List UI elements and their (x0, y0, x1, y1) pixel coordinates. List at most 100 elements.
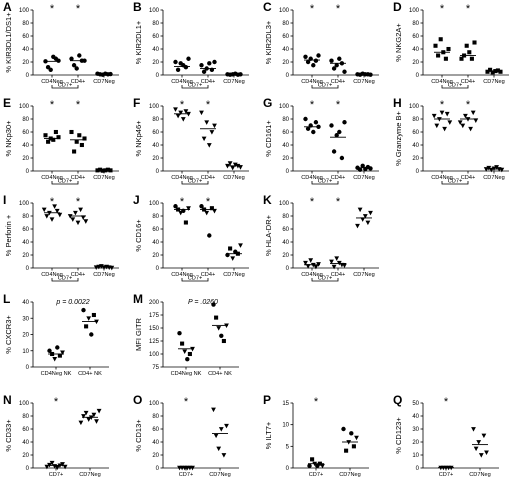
x-tick-label: CD7Neg (483, 79, 504, 85)
x-tick-label: CD4Neg (171, 79, 192, 85)
group-bracket (51, 278, 79, 282)
y-tick-label: 60 (282, 130, 289, 136)
x-tick-label: CD4Neg NK (41, 371, 72, 377)
data-point (216, 326, 222, 331)
data-point (368, 166, 373, 171)
y-tick-label: 50 (412, 401, 419, 407)
y-tick-label: 0 (156, 169, 160, 175)
panel-label: G (263, 96, 272, 110)
data-point (72, 149, 77, 154)
y-tick-label: 40 (152, 47, 159, 53)
data-point (303, 116, 308, 122)
data-point (232, 162, 238, 168)
group-bracket (51, 181, 79, 185)
data-point (46, 139, 51, 144)
y-axis-label: % HLA-DR+ (264, 214, 273, 256)
y-tick-label: 20 (22, 156, 29, 162)
data-point (446, 46, 451, 52)
significance-star: * (180, 196, 185, 208)
y-tick-label: 0 (156, 73, 160, 79)
y-tick-label: 150 (149, 326, 160, 332)
panel-a: A% KIR3DL1/DS1+ 0 20 40 60 80 100 CD4Neg * CD4+ * C… (3, 0, 119, 89)
y-tick-label: 0 (26, 169, 30, 175)
data-point (60, 462, 65, 467)
y-tick-label: 5 (286, 444, 290, 450)
data-point (238, 243, 243, 248)
y-axis-label: % ILT7+ (264, 421, 273, 449)
x-tick-label: CD7Neg (93, 272, 114, 278)
x-tick-label: CD4+ (461, 175, 475, 181)
data-point (476, 440, 482, 445)
data-point (221, 338, 226, 344)
data-point (457, 120, 463, 125)
data-point (44, 214, 50, 219)
y-tick-label: 200 (149, 300, 160, 306)
data-point (471, 427, 476, 432)
data-point (331, 66, 337, 71)
significance-star: * (336, 196, 341, 208)
data-point (230, 165, 236, 171)
y-tick-label: 0 (286, 73, 290, 79)
data-point (227, 161, 233, 166)
y-tick-label: 20 (152, 156, 159, 162)
y-tick-label: 20 (282, 156, 289, 162)
data-point (219, 333, 224, 338)
y-tick-label: 125 (149, 339, 160, 345)
data-point (201, 69, 207, 74)
data-point (105, 167, 110, 172)
panel-j: J % CD16+ 0 20 40 60 80 100 CD4Neg * CD4+ * CD7Neg CD… (133, 193, 249, 282)
y-tick-label: 0 (156, 266, 160, 272)
data-point (204, 210, 210, 216)
y-axis-label: % KIR2DL3+ (264, 20, 273, 64)
data-point (342, 263, 347, 269)
y-tick-label: 20 (412, 60, 419, 66)
data-point (82, 136, 87, 141)
data-point (498, 69, 503, 74)
data-point (464, 43, 469, 48)
bracket-label: CD7+ (318, 83, 332, 89)
data-point (473, 446, 479, 452)
y-tick-label: 20 (282, 253, 289, 259)
y-axis-label: % NKp46+ (134, 120, 143, 157)
data-point (175, 113, 181, 119)
data-point (57, 353, 62, 358)
y-axis-label: % CD16+ (134, 219, 143, 252)
data-point (431, 113, 437, 119)
data-point (44, 464, 50, 470)
data-point (305, 264, 311, 269)
data-point (206, 143, 212, 148)
data-point (494, 165, 499, 170)
data-point (485, 69, 490, 74)
x-tick-label: CD7Neg (223, 272, 244, 278)
y-axis-label: % NKp30+ (4, 120, 13, 157)
group-bracket (181, 85, 209, 89)
panel-f: F % NKp46+ 0 20 40 60 80 100 CD4Neg * CD4+ * CD7Neg C… (133, 96, 249, 185)
data-point (221, 453, 227, 458)
data-point (478, 453, 484, 458)
data-point (368, 210, 373, 216)
panel-n: N % CD33+ 0 20 40 60 80 100 CD7+ * CD7Neg (3, 393, 109, 478)
y-tick-label: 0 (26, 73, 30, 79)
data-point (81, 307, 86, 313)
data-point (187, 351, 192, 357)
y-axis-label: % Perforin + (4, 214, 13, 256)
x-tick-label: CD4Neg (431, 175, 452, 181)
data-point (495, 68, 500, 73)
significance-star: * (206, 196, 211, 208)
data-point (320, 463, 325, 469)
data-point (444, 111, 450, 117)
y-axis-label: % CD33+ (4, 419, 13, 452)
y-tick-label: 100 (149, 201, 160, 207)
bracket-label: CD7+ (188, 179, 202, 185)
panel-l: L % CXCR3+ 0 10 20 30 40 CD4Neg NK CD4+ NK p = 0.… (3, 292, 109, 377)
data-point (199, 63, 204, 68)
data-point (83, 219, 89, 224)
y-tick-label: 80 (152, 117, 159, 123)
data-point (228, 246, 233, 251)
data-point (467, 50, 472, 55)
x-tick-label: CD7Neg (93, 79, 114, 85)
bracket-label: CD7+ (58, 276, 72, 282)
panel-label: H (393, 96, 402, 110)
data-point (80, 215, 86, 220)
y-tick-label: 100 (279, 8, 290, 14)
